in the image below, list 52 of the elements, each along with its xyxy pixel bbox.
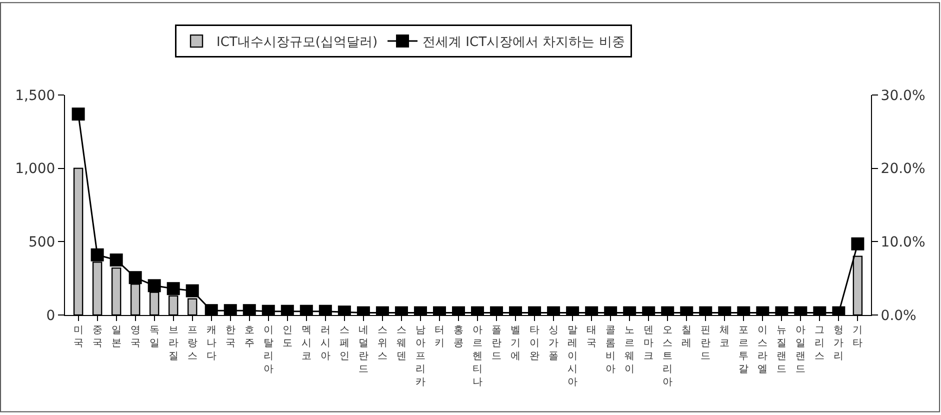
x-tick-label: 독일 [149, 325, 160, 349]
x-tick-label: 터키 [434, 325, 444, 349]
x-tick-label: 스위스 [377, 325, 388, 362]
x-tick-label: 오스트리아 [662, 325, 673, 388]
x-tick-label: 타이완 [530, 325, 540, 362]
x-tick-label: 노르웨이 [624, 325, 635, 375]
y-tick-label: 1,000 [15, 161, 56, 178]
x-tick-label: 이탈리아 [263, 325, 274, 375]
x-tick-label: 멕시코 [301, 325, 312, 362]
x-tick-label: 싱가폴 [548, 325, 559, 362]
x-tick-label: 벨기에 [510, 325, 521, 362]
y2-tick-label: 0.0% [880, 308, 916, 324]
x-tick-label: 아르헨티나 [472, 325, 482, 388]
y2-tick-label: 10.0% [880, 234, 926, 251]
x-tick-label: 체코 [720, 325, 730, 349]
x-tick-label: 아일랜드 [796, 325, 806, 375]
x-tick-label: 한국 [225, 325, 236, 349]
x-tick-label: 러시아 [320, 325, 330, 362]
x-tick-label: 미국 [73, 325, 84, 349]
x-tick-label: 중국 [92, 325, 102, 349]
y2-tick-label: 20.0% [880, 161, 926, 178]
x-tick-label: 뉴질랜드 [776, 325, 787, 375]
x-tick-label: 헝가리 [834, 325, 844, 362]
y-tick-label: 1,500 [15, 88, 56, 104]
x-tick-label: 폴란드 [492, 325, 502, 362]
y-tick-label: 500 [28, 234, 56, 251]
x-tick-label: 네덜란드 [358, 325, 368, 375]
x-tick-label: 캐나다 [206, 325, 216, 362]
y-tick-label: 0 [46, 308, 56, 324]
x-tick-label: 프랑스 [187, 325, 198, 362]
x-tick-label: 영국 [130, 325, 140, 349]
x-tick-label: 일본 [111, 325, 122, 349]
x-tick-label: 남아프리카 [415, 325, 426, 388]
x-tick-label: 스웨덴 [396, 325, 406, 362]
legend-label: 전세계 ICT시장에서 차지하는 비중 [422, 35, 625, 50]
x-tick-label: 인도 [282, 325, 292, 349]
x-tick-label: 그리스 [814, 325, 825, 362]
x-tick-label: 기타 [852, 325, 863, 349]
x-tick-label: 칠레 [682, 325, 692, 349]
x-tick-label: 포르투갈 [738, 325, 749, 375]
x-tick-label: 태국 [586, 325, 597, 349]
x-tick-label: 콜롬비아 [606, 325, 616, 375]
x-tick-label: 브라질 [168, 325, 178, 362]
x-tick-label: 스페인 [339, 325, 350, 362]
legend-label: ICT내수시장규모(십억달러) [216, 35, 378, 50]
x-tick-label: 호주 [244, 325, 254, 349]
x-tick-label: 핀란드 [700, 325, 711, 362]
x-tick-label: 말레이시아 [568, 325, 578, 388]
x-tick-label: 이스라엘 [758, 325, 768, 375]
x-tick-label: 덴마크 [644, 325, 654, 362]
x-tick-label: 홍콩 [454, 325, 464, 349]
y2-tick-label: 30.0% [880, 88, 926, 104]
